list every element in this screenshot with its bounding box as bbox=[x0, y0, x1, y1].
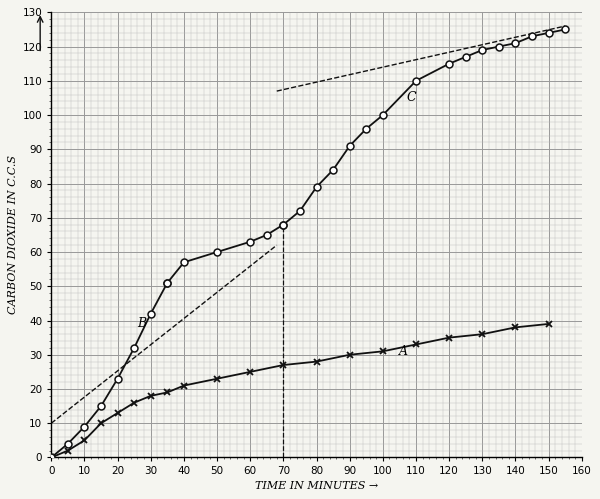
Y-axis label: CARBON DIOXIDE IN C.C.S: CARBON DIOXIDE IN C.C.S bbox=[8, 155, 19, 314]
Text: A: A bbox=[400, 345, 409, 358]
Text: B: B bbox=[137, 317, 146, 330]
X-axis label: TIME IN MINUTES →: TIME IN MINUTES → bbox=[255, 481, 378, 491]
Text: C: C bbox=[406, 91, 416, 104]
